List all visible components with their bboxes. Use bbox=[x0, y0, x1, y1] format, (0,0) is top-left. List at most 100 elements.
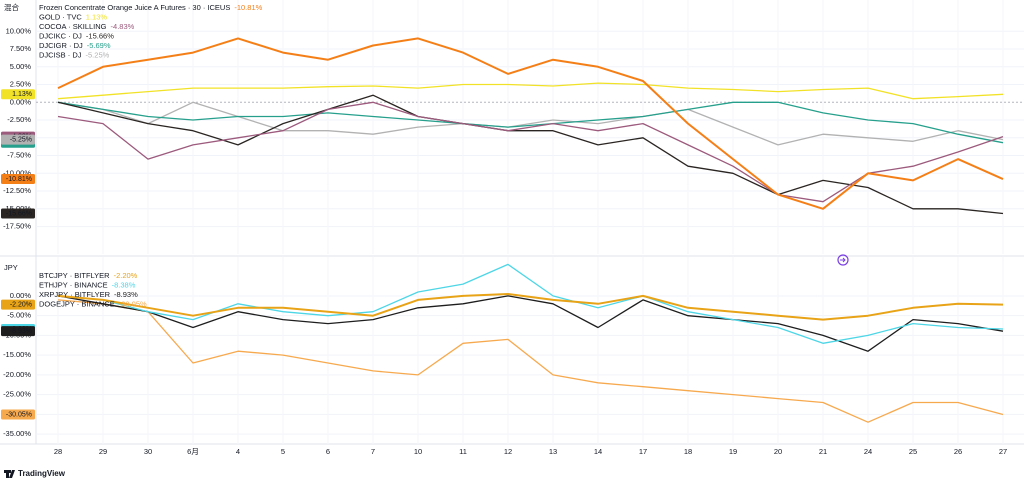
legend-entry: GOLD · TVC 1.13% bbox=[39, 12, 107, 21]
x-tick-label: 7 bbox=[371, 447, 375, 456]
legend-entry: COCOA · SKILLING -4.83% bbox=[39, 22, 135, 31]
legend-value: -2.20% bbox=[114, 271, 138, 280]
y-tick-label: -5.00% bbox=[7, 311, 31, 320]
legend-value: -5.25% bbox=[86, 50, 110, 59]
x-tick-label: 14 bbox=[594, 447, 602, 456]
logo-icon bbox=[4, 470, 15, 478]
price-badge bbox=[1, 208, 35, 219]
price-badge-label: -10.81% bbox=[6, 176, 32, 183]
y-tick-label: 0.00% bbox=[10, 97, 32, 106]
x-tick-label: 19 bbox=[729, 447, 737, 456]
legend-entry: DJCISB · DJ -5.25% bbox=[39, 50, 110, 59]
legend-name: DJCIGR · DJ bbox=[39, 41, 83, 50]
series-line bbox=[57, 299, 1004, 423]
legend-value: -4.83% bbox=[111, 22, 135, 31]
legend-name: ETHJPY · BINANCE bbox=[39, 280, 108, 289]
legend-name: BTCJPY · BITFLYER bbox=[39, 271, 110, 280]
price-badge bbox=[1, 299, 35, 310]
series-line bbox=[57, 101, 1004, 203]
pane-label: JPY bbox=[4, 263, 18, 272]
x-tick-label: 30 bbox=[144, 447, 152, 456]
y-tick-label: -15.00% bbox=[3, 350, 31, 359]
legend-value: -15.66% bbox=[86, 31, 114, 40]
pane-label: 混合 bbox=[4, 2, 19, 12]
legend-value: -10.81% bbox=[234, 3, 262, 12]
x-tick-label: 28 bbox=[54, 447, 62, 456]
y-tick-label: 2.50% bbox=[10, 80, 32, 89]
legend-name: DOGEJPY · BINANCE bbox=[39, 299, 115, 308]
y-tick-label: -17.50% bbox=[3, 222, 31, 231]
x-tick-label: 26 bbox=[954, 447, 962, 456]
legend-name: Frozen Concentrate Orange Juice A Future… bbox=[39, 3, 230, 12]
x-tick-label: 21 bbox=[819, 447, 827, 456]
legend-name: XRPJPY · BITFLYER bbox=[39, 290, 111, 299]
x-tick-label: 4 bbox=[236, 447, 240, 456]
series-line bbox=[57, 82, 1004, 100]
series-line bbox=[57, 94, 1004, 215]
legend-name: DJCIKC · DJ bbox=[39, 31, 82, 40]
grid-layer bbox=[36, 0, 1024, 444]
price-badge-label: -8.93% bbox=[10, 328, 32, 335]
price-badge-label: 1.13% bbox=[12, 91, 32, 98]
scroll-icon bbox=[840, 257, 846, 263]
price-badge bbox=[1, 134, 35, 145]
x-tick-label: 27 bbox=[999, 447, 1007, 456]
y-tick-label: 7.50% bbox=[10, 44, 32, 53]
legend-value: -5.69% bbox=[87, 41, 111, 50]
x-tick-label: 5 bbox=[281, 447, 285, 456]
legend-name: GOLD · TVC bbox=[39, 12, 82, 21]
x-tick-label: 6 bbox=[326, 447, 330, 456]
legend-entry: Frozen Concentrate Orange Juice A Future… bbox=[39, 3, 263, 12]
series-line bbox=[57, 263, 1004, 344]
legend-value: 1.13% bbox=[86, 12, 108, 21]
price-badge bbox=[1, 174, 35, 185]
x-tick-label: 18 bbox=[684, 447, 692, 456]
y-tick-label: 10.00% bbox=[6, 26, 32, 35]
legend-name: DJCISB · DJ bbox=[39, 50, 82, 59]
series-line bbox=[57, 295, 1004, 352]
legend-value: -8.38% bbox=[112, 280, 136, 289]
y-tick-label: -35.00% bbox=[3, 429, 31, 438]
legend-entry: DJCIGR · DJ -5.69% bbox=[39, 41, 111, 50]
legend-value: -30.05% bbox=[119, 299, 147, 308]
price-badge-label: -30.05% bbox=[6, 411, 32, 418]
y-tick-label: -25.00% bbox=[3, 390, 31, 399]
y-tick-label: -10.00% bbox=[3, 168, 31, 177]
price-badge-label: -2.20% bbox=[10, 301, 32, 308]
y-tick-label: -20.00% bbox=[3, 370, 31, 379]
legend-value: -8.93% bbox=[114, 290, 138, 299]
price-badge-label: -5.25% bbox=[10, 136, 32, 143]
scroll-button[interactable] bbox=[837, 254, 849, 266]
y-tick-label: 5.00% bbox=[10, 62, 32, 71]
y-tick-label: -15.00% bbox=[3, 204, 31, 213]
legend-entry: DOGEJPY · BINANCE -30.05% bbox=[39, 299, 147, 308]
x-tick-label: 13 bbox=[549, 447, 557, 456]
series-line bbox=[57, 101, 1004, 146]
y-tick-label: 0.00% bbox=[10, 291, 32, 300]
legend-name: COCOA · SKILLING bbox=[39, 22, 107, 31]
series-line bbox=[57, 37, 1004, 210]
legend-entry: BTCJPY · BITFLYER -2.20% bbox=[39, 271, 138, 280]
x-tick-label: 6月 bbox=[187, 447, 199, 456]
price-badge-label: -15.66% bbox=[6, 210, 32, 217]
x-tick-label: 11 bbox=[459, 447, 467, 456]
series-line bbox=[57, 293, 1004, 321]
y-tick-label: -7.50% bbox=[7, 151, 31, 160]
x-tick-label: 10 bbox=[414, 447, 422, 456]
y-tick-label: -12.50% bbox=[3, 186, 31, 195]
x-tick-label: 12 bbox=[504, 447, 512, 456]
x-tick-label: 29 bbox=[99, 447, 107, 456]
price-badge bbox=[1, 326, 35, 337]
price-badge bbox=[1, 89, 35, 100]
brand-name: TradingView bbox=[18, 469, 66, 478]
legend-entry: DJCIKC · DJ -15.66% bbox=[39, 31, 114, 40]
x-tick-label: 20 bbox=[774, 447, 782, 456]
price-badge bbox=[1, 409, 35, 420]
legend-entry: XRPJPY · BITFLYER -8.93% bbox=[39, 290, 138, 299]
y-tick-label: -2.50% bbox=[7, 115, 31, 124]
x-tick-label: 17 bbox=[639, 447, 647, 456]
series-line bbox=[57, 101, 1004, 144]
x-tick-label: 24 bbox=[864, 447, 872, 456]
legend-entry: ETHJPY · BINANCE -8.38% bbox=[39, 280, 136, 289]
